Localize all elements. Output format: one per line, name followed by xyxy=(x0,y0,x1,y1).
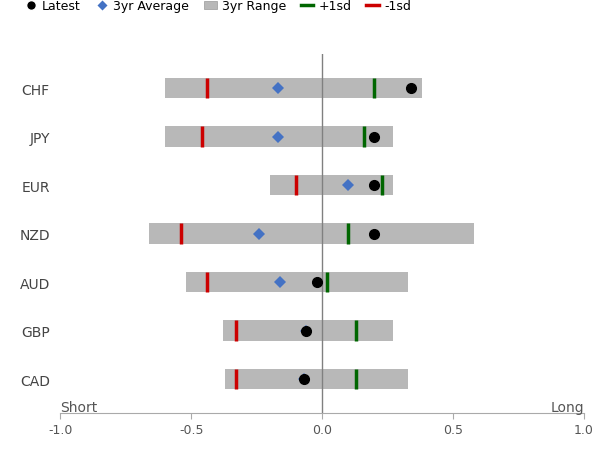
Bar xyxy=(225,369,409,389)
Bar xyxy=(223,321,393,341)
Bar xyxy=(149,224,474,244)
Legend: Latest, 3yr Average, 3yr Range, +1sd, -1sd: Latest, 3yr Average, 3yr Range, +1sd, -1… xyxy=(25,0,411,13)
Text: Long: Long xyxy=(550,400,584,414)
Bar xyxy=(270,175,393,196)
Bar xyxy=(165,127,393,147)
Bar xyxy=(165,79,421,99)
Bar xyxy=(186,272,409,293)
Text: Short: Short xyxy=(60,400,98,414)
